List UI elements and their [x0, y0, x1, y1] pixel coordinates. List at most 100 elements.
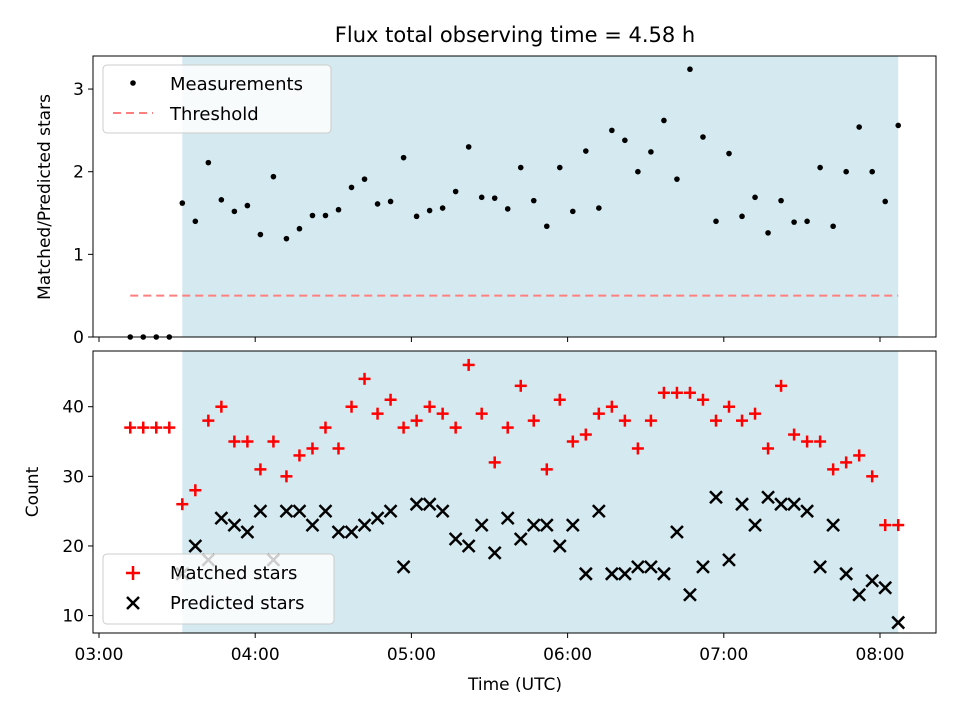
- bottom-plot-frame: [92, 350, 937, 634]
- predicted-legend-marker: [126, 596, 140, 610]
- measurement-point: [465, 144, 472, 150]
- measurement-point: [530, 197, 537, 204]
- measurement-point: [869, 168, 875, 175]
- predicted-star-point: [214, 511, 229, 525]
- measurement-point: [700, 134, 706, 140]
- matched-star-point: [788, 428, 801, 441]
- predicted-star-point: [761, 490, 775, 505]
- matched-star-point: [332, 442, 345, 455]
- predicted-star-point: [826, 518, 841, 532]
- top-y-axis: 0 1 2 3: [73, 80, 93, 348]
- predicted-star-point: [526, 518, 541, 532]
- top-y-axis-label: Matched/Predicted stars: [35, 94, 55, 300]
- matched-star-point: [241, 435, 254, 448]
- measurement-point: [387, 198, 394, 205]
- predicted-star-point: [774, 497, 788, 512]
- bottom-y-tick-label: 30: [62, 467, 84, 487]
- predicted-star-point: [435, 504, 450, 519]
- measurement-point: [882, 198, 889, 205]
- measurement-point: [556, 164, 563, 171]
- measurement-point: [322, 212, 329, 219]
- measurement-point: [843, 168, 849, 175]
- measurement-point: [726, 150, 732, 157]
- measurement-point: [856, 124, 862, 130]
- matched-star-point: [475, 407, 488, 420]
- measurement-point: [283, 235, 290, 242]
- measurement-point: [335, 206, 342, 213]
- predicted-star-point: [683, 587, 697, 602]
- legend-predicted-stars: Predicted stars: [170, 593, 304, 614]
- bottom-x-tick-label: 04:00: [231, 645, 280, 665]
- matched-star-point: [749, 407, 762, 420]
- matched-star-point: [124, 421, 137, 434]
- predicted-star-point: [539, 518, 554, 532]
- predicted-star-point: [227, 518, 242, 532]
- measurement-point: [179, 200, 186, 206]
- predicted-star-point: [500, 511, 515, 525]
- predicted-star-point: [604, 566, 619, 581]
- predicted-star-point: [279, 504, 294, 519]
- measurement-point: [296, 225, 303, 232]
- matched-star-point: [814, 435, 827, 448]
- top-y-tick-label: 0: [73, 328, 84, 348]
- matched-star-point: [683, 386, 696, 399]
- measurement-point: [622, 137, 628, 144]
- predicted-star-point: [578, 566, 593, 581]
- measurement-point: [452, 188, 459, 195]
- predicted-star-point: [331, 525, 346, 539]
- predicted-star-point: [644, 559, 658, 574]
- matched-star-point: [527, 414, 540, 427]
- predicted-star-point: [318, 504, 333, 519]
- measurement-point: [504, 206, 511, 212]
- matched-star-point: [176, 498, 189, 511]
- top-y-tick-label: 2: [73, 163, 84, 183]
- measurement-point: [817, 164, 823, 171]
- measurement-point: [739, 213, 745, 220]
- matched-star-point: [163, 421, 176, 434]
- measurement-point: [635, 168, 641, 175]
- matched-star-point: [228, 435, 241, 448]
- matched-star-point: [514, 379, 527, 392]
- measurement-point: [244, 202, 251, 209]
- predicted-star-point: [474, 518, 489, 532]
- predicted-star-point: [591, 504, 606, 519]
- measurement-point: [192, 218, 199, 225]
- matched-star-point: [397, 421, 410, 434]
- measurement-point: [830, 223, 836, 230]
- predicted-star-point: [422, 497, 437, 512]
- matched-star-point: [150, 421, 163, 434]
- top-legend: Measurements Threshold: [102, 64, 332, 134]
- predicted-star-point: [696, 559, 710, 574]
- measurement-point: [609, 127, 615, 134]
- predicted-star-point: [305, 518, 320, 532]
- predicted-star-point: [709, 490, 723, 505]
- matched-star-point: [840, 456, 853, 469]
- predicted-star-point: [240, 525, 255, 539]
- measurement-point: [765, 230, 771, 236]
- predicted-star-point: [631, 559, 645, 574]
- predicted-star-point: [800, 504, 814, 519]
- predicted-star-point: [852, 587, 867, 602]
- predicted-star-point: [748, 518, 762, 532]
- top-panel: Flux total observing time = 4.58 h 0123 …: [35, 23, 937, 348]
- top-x-ticks: [98, 337, 881, 342]
- legend-matched-stars: Matched stars: [170, 563, 297, 584]
- matched-star-point: [345, 400, 358, 413]
- predicted-star-point: [865, 573, 880, 588]
- measurement-point: [491, 195, 498, 201]
- measurement-point: [804, 218, 810, 225]
- matched-star-point: [827, 463, 840, 476]
- matched-star-point: [293, 449, 306, 462]
- predicted-star-point: [813, 559, 828, 574]
- measurement-point: [218, 197, 225, 203]
- matched-star-point: [566, 435, 579, 448]
- predicted-star-point: [617, 566, 632, 581]
- bottom-x-axis: 03:00 04:00 05:00 06:00 07:00 08:00: [75, 633, 905, 665]
- matched-star-point: [384, 393, 397, 406]
- matched-star-point: [605, 400, 618, 413]
- matched-star-point: [866, 470, 879, 483]
- bottom-x-tick-label: 05:00: [387, 645, 436, 665]
- predicted-star-point: [657, 566, 671, 581]
